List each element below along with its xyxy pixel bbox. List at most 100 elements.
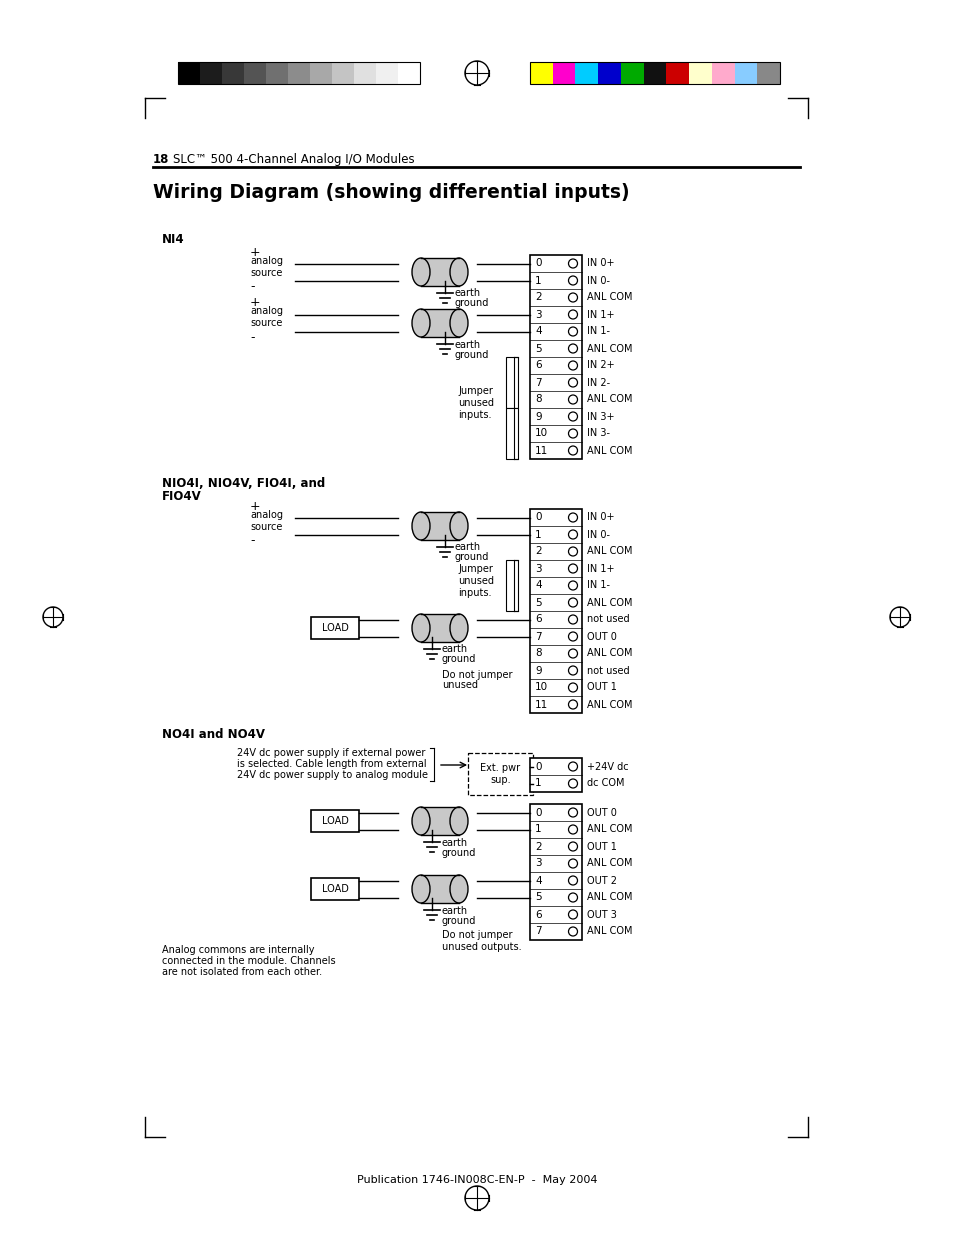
- Bar: [288, 62, 310, 84]
- Bar: [530, 62, 780, 84]
- Bar: [420, 806, 458, 835]
- Text: sup.: sup.: [490, 776, 510, 785]
- Text: IN 1+: IN 1+: [586, 563, 614, 573]
- Ellipse shape: [450, 876, 468, 903]
- Text: source: source: [250, 268, 282, 278]
- Bar: [575, 62, 598, 84]
- Text: ground: ground: [455, 552, 489, 562]
- Text: 4: 4: [535, 326, 541, 336]
- Text: 5: 5: [535, 598, 541, 608]
- Bar: [311, 810, 358, 832]
- Text: 8: 8: [535, 394, 541, 405]
- Text: 0: 0: [535, 762, 541, 772]
- Text: earth: earth: [441, 905, 468, 915]
- Bar: [375, 62, 397, 84]
- Text: 0: 0: [535, 258, 541, 268]
- Text: +24V dc: +24V dc: [586, 762, 628, 772]
- Ellipse shape: [450, 806, 468, 835]
- Text: 9: 9: [535, 411, 541, 421]
- Bar: [468, 753, 533, 795]
- Bar: [530, 509, 581, 713]
- Text: is selected. Cable length from external: is selected. Cable length from external: [236, 760, 426, 769]
- Text: IN 3-: IN 3-: [586, 429, 609, 438]
- Text: source: source: [250, 319, 282, 329]
- Text: 8: 8: [535, 648, 541, 658]
- Text: NO4I and NO4V: NO4I and NO4V: [162, 727, 265, 741]
- Text: +: +: [250, 296, 260, 310]
- Text: 2: 2: [535, 293, 541, 303]
- Text: +: +: [250, 246, 260, 258]
- Text: earth: earth: [455, 340, 480, 350]
- Text: 1: 1: [535, 275, 541, 285]
- Bar: [311, 878, 358, 900]
- Bar: [420, 876, 458, 903]
- Bar: [266, 62, 288, 84]
- Ellipse shape: [412, 614, 430, 642]
- Bar: [420, 258, 458, 287]
- Text: 5: 5: [535, 893, 541, 903]
- Text: 4: 4: [535, 580, 541, 590]
- Text: -: -: [250, 535, 254, 547]
- Text: ground: ground: [441, 915, 476, 925]
- Text: not used: not used: [586, 615, 629, 625]
- Bar: [310, 62, 332, 84]
- Text: 6: 6: [535, 909, 541, 920]
- Text: 3: 3: [535, 563, 541, 573]
- Text: 9: 9: [535, 666, 541, 676]
- Text: Jumper: Jumper: [457, 563, 493, 573]
- Bar: [178, 62, 200, 84]
- Text: IN 1+: IN 1+: [586, 310, 614, 320]
- Ellipse shape: [412, 876, 430, 903]
- Text: ANL COM: ANL COM: [586, 893, 632, 903]
- Text: OUT 1: OUT 1: [586, 683, 617, 693]
- Text: 7: 7: [535, 926, 541, 936]
- Text: IN 2+: IN 2+: [586, 361, 614, 370]
- Text: ANL COM: ANL COM: [586, 343, 632, 353]
- Text: ANL COM: ANL COM: [586, 547, 632, 557]
- Bar: [757, 62, 780, 84]
- Text: 18: 18: [152, 153, 170, 165]
- Text: analog: analog: [250, 256, 283, 266]
- Bar: [244, 62, 266, 84]
- Text: 1: 1: [535, 778, 541, 788]
- Text: IN 0+: IN 0+: [586, 258, 614, 268]
- Bar: [178, 62, 419, 84]
- Bar: [711, 62, 734, 84]
- Text: analog: analog: [250, 306, 283, 316]
- Text: OUT 0: OUT 0: [586, 631, 617, 641]
- Text: ground: ground: [455, 299, 489, 309]
- Text: inputs.: inputs.: [457, 588, 491, 598]
- Text: IN 1-: IN 1-: [586, 580, 609, 590]
- Bar: [420, 309, 458, 337]
- Ellipse shape: [450, 513, 468, 540]
- Text: IN 1-: IN 1-: [586, 326, 609, 336]
- Text: 24V dc power supply if external power: 24V dc power supply if external power: [236, 748, 425, 758]
- Ellipse shape: [450, 309, 468, 337]
- Text: 0: 0: [535, 513, 541, 522]
- Bar: [734, 62, 757, 84]
- Bar: [530, 254, 581, 459]
- Text: ANL COM: ANL COM: [586, 598, 632, 608]
- Ellipse shape: [450, 258, 468, 287]
- Text: OUT 0: OUT 0: [586, 808, 617, 818]
- Bar: [620, 62, 643, 84]
- Bar: [222, 62, 244, 84]
- Bar: [505, 408, 517, 459]
- Text: 1: 1: [535, 530, 541, 540]
- Text: earth: earth: [441, 837, 468, 847]
- Text: ANL COM: ANL COM: [586, 394, 632, 405]
- Bar: [665, 62, 688, 84]
- Text: FIO4V: FIO4V: [162, 490, 201, 503]
- Text: ground: ground: [455, 350, 489, 359]
- Text: ANL COM: ANL COM: [586, 648, 632, 658]
- Text: LOAD: LOAD: [321, 622, 348, 634]
- Text: Jumper: Jumper: [457, 387, 493, 396]
- Text: Publication 1746-IN008C-EN-P  -  May 2004: Publication 1746-IN008C-EN-P - May 2004: [356, 1174, 597, 1186]
- Text: LOAD: LOAD: [321, 884, 348, 894]
- Text: ANL COM: ANL COM: [586, 446, 632, 456]
- Bar: [643, 62, 665, 84]
- Text: 7: 7: [535, 378, 541, 388]
- Text: 3: 3: [535, 310, 541, 320]
- Text: 5: 5: [535, 343, 541, 353]
- Text: ANL COM: ANL COM: [586, 293, 632, 303]
